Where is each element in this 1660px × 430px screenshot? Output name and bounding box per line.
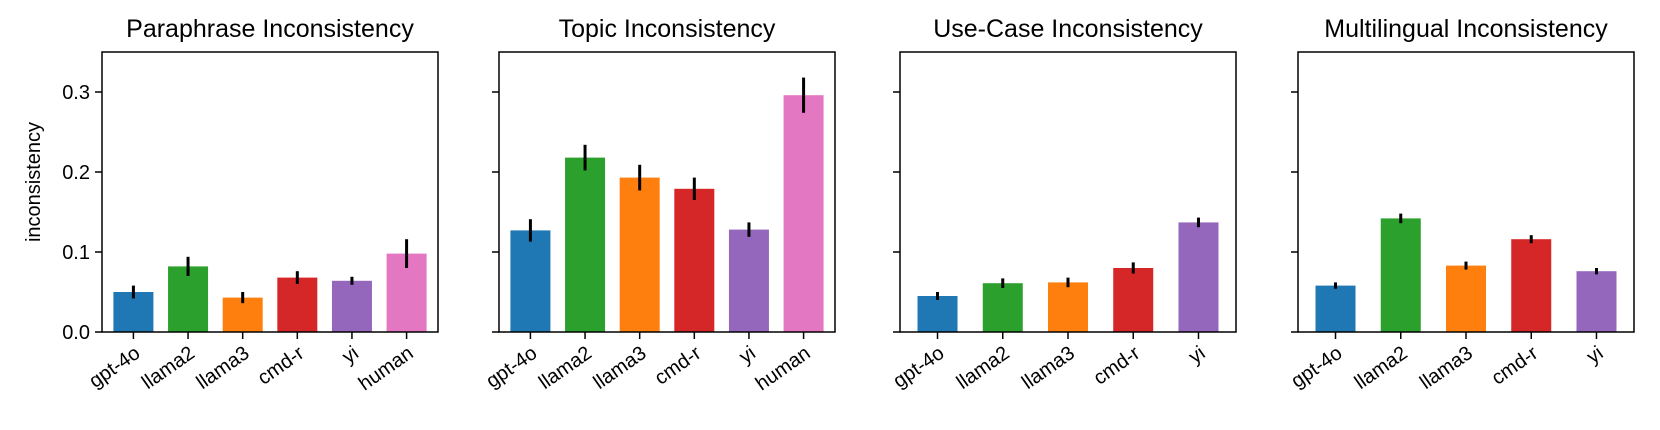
- x-tick-label: gpt-4o: [482, 342, 541, 393]
- x-tick-label: llama2: [535, 342, 596, 394]
- plot-frame: [101, 51, 439, 333]
- x-tick-label: human: [355, 342, 418, 395]
- bar-gpt-4o: [113, 292, 154, 332]
- panel-title: Topic Inconsistency: [559, 15, 776, 43]
- plot-frame: [498, 51, 836, 333]
- x-tick-label: cmd-r: [1090, 342, 1145, 390]
- bar-yi: [331, 280, 372, 332]
- x-tick-label: gpt-4o: [1287, 342, 1346, 393]
- panels: Paraphrase Inconsistencygpt-4ollama2llam…: [62, 15, 1635, 395]
- bar-yi: [728, 229, 769, 332]
- bar-cmd-r: [1511, 239, 1552, 332]
- x-tick-label: llama2: [138, 342, 199, 394]
- x-tick-label: human: [752, 342, 815, 395]
- x-tick-label: cmd-r: [651, 342, 706, 390]
- bar-gpt-4o: [917, 296, 958, 332]
- bar-cmd-r: [674, 188, 715, 332]
- y-tick-label: 0.3: [62, 82, 90, 104]
- x-tick-label: llama3: [193, 342, 254, 394]
- bar-llama2: [982, 283, 1023, 332]
- x-tick-label: llama2: [1351, 342, 1412, 394]
- x-tick-label: llama2: [953, 342, 1014, 394]
- x-tick-label: llama3: [1416, 342, 1477, 394]
- bar-llama3: [619, 177, 660, 332]
- panel-title: Multilingual Inconsistency: [1324, 15, 1608, 43]
- y-axis-label: inconsistency: [23, 122, 45, 242]
- panel-0: Paraphrase Inconsistency gpt-4ollama2llam…: [62, 15, 439, 395]
- bar-yi: [1576, 271, 1617, 332]
- x-tick-label: yi: [1185, 342, 1209, 368]
- plot-frame: [1297, 51, 1635, 333]
- y-tick-label: 0.1: [62, 242, 90, 264]
- x-tick-label: llama3: [590, 342, 651, 394]
- y-tick-label: 0.0: [62, 322, 90, 344]
- bar-human: [783, 95, 824, 332]
- bar-cmd-r: [1113, 268, 1154, 332]
- bar-llama2: [565, 157, 606, 332]
- bar-llama3: [1446, 265, 1486, 332]
- x-tick-label: yi: [735, 342, 759, 368]
- panel-2: Use-Case Inconsistency gpt-4o llama2 llama3…: [889, 15, 1237, 394]
- bar-yi: [1178, 222, 1219, 332]
- y-axis-label-group: inconsistency: [23, 122, 45, 242]
- x-tick-label: cmd-r: [254, 342, 309, 390]
- x-tick-label: yi: [338, 342, 362, 368]
- x-tick-label: llama3: [1018, 342, 1079, 394]
- bar-cmd-r: [277, 277, 318, 332]
- plot-frame: [899, 51, 1237, 333]
- x-tick-label: gpt-4o: [85, 342, 144, 393]
- panel-3: Multilingual Inconsistency gpt-4o llama2 ll…: [1287, 15, 1635, 394]
- bar-llama2: [168, 266, 209, 332]
- x-tick-label: yi: [1583, 342, 1607, 368]
- x-tick-label: gpt-4o: [889, 342, 948, 393]
- bar-gpt-4o: [510, 230, 551, 332]
- y-tick-label: 0.2: [62, 162, 90, 184]
- bar-llama3: [222, 297, 263, 332]
- bar-llama2: [1380, 218, 1421, 332]
- panel-title: Paraphrase Inconsistency: [126, 15, 414, 43]
- bar-llama3: [1048, 282, 1088, 332]
- x-tick-label: cmd-r: [1488, 342, 1543, 390]
- bar-gpt-4o: [1315, 285, 1356, 332]
- panel-title: Use-Case Inconsistency: [933, 15, 1203, 43]
